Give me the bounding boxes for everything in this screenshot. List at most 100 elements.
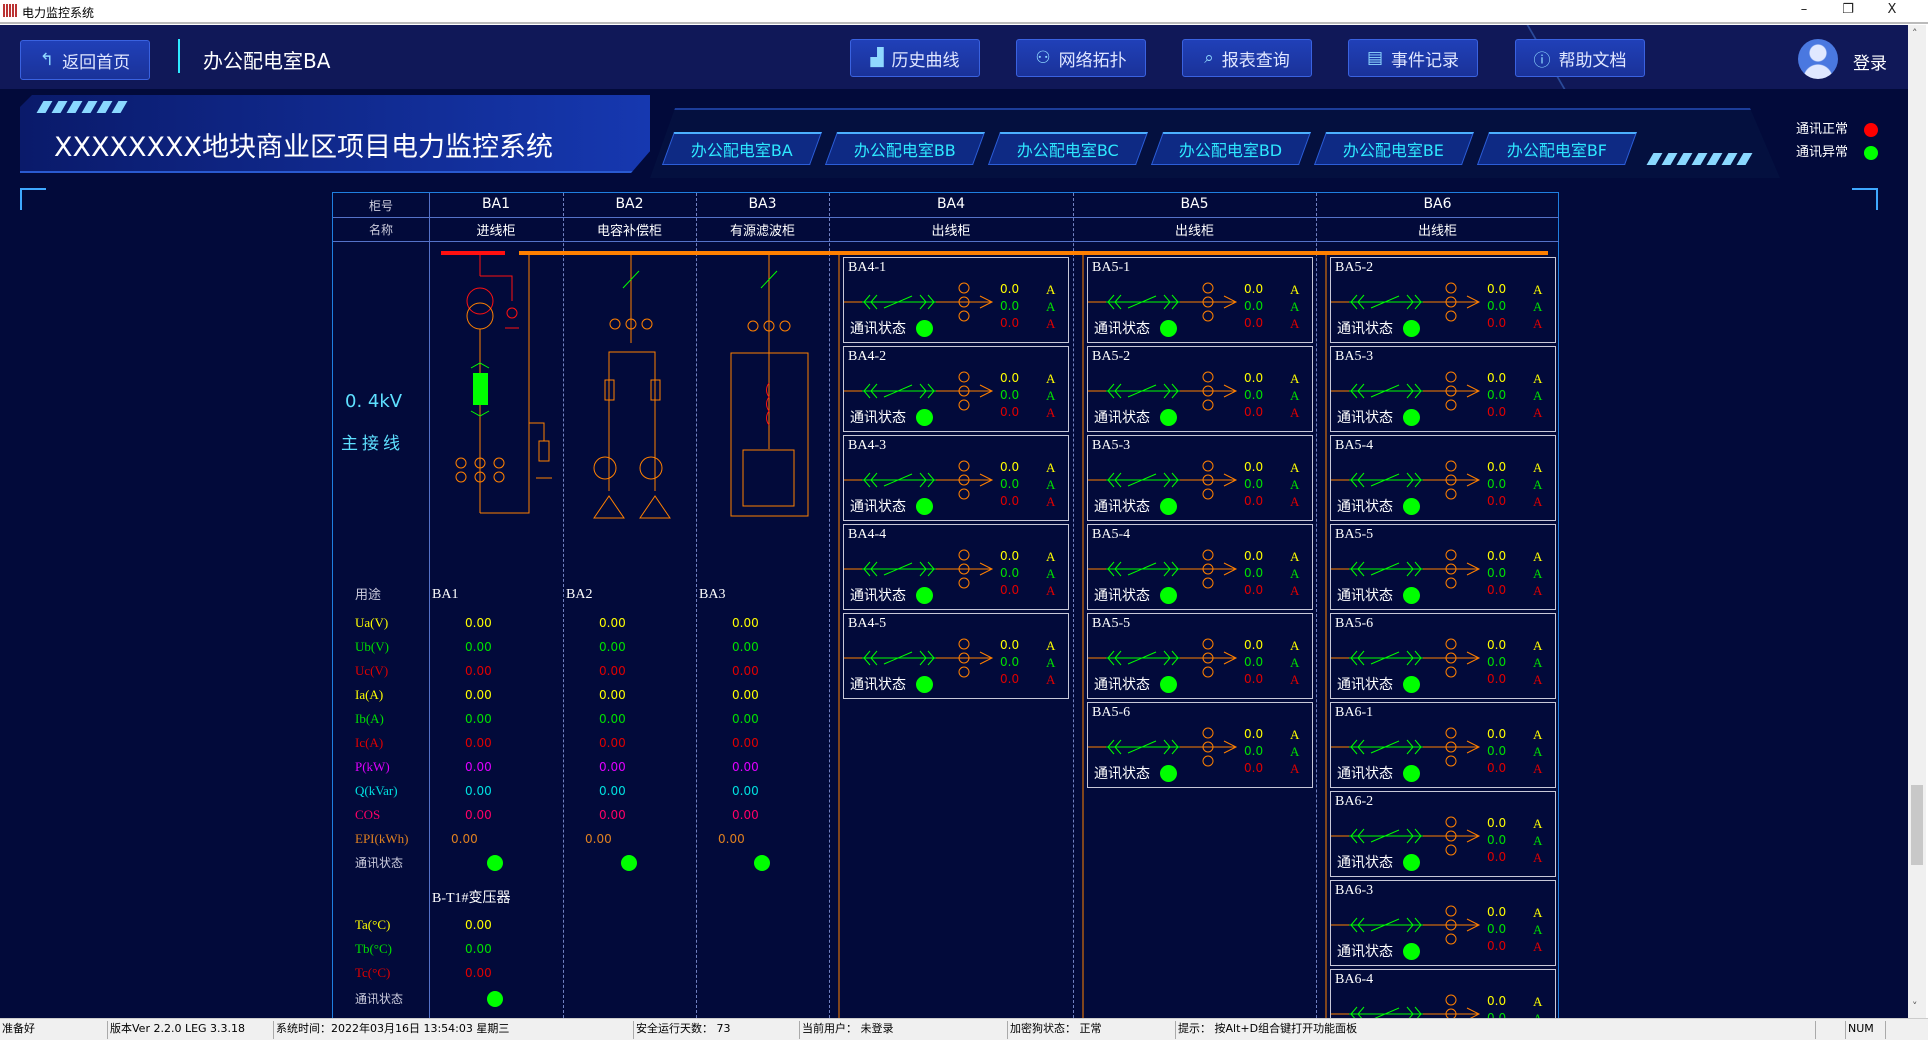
comm-status-dot-icon — [916, 587, 933, 604]
feeder-cell-BA5-2[interactable]: BA5-2 0.0 A 0.0 A 0.0 A 通讯状态 — [1087, 346, 1313, 432]
feeder-cell-BA6-2[interactable]: BA6-2 0.0 A 0.0 A 0.0 A 通讯状态 — [1330, 791, 1556, 877]
feeder-cell-BA5-4[interactable]: BA5-4 0.0 A 0.0 A 0.0 A 通讯状态 — [1087, 524, 1313, 610]
feeder-cell-BA5-6[interactable]: BA5-6 0.0 A 0.0 A 0.0 A 通讯状态 — [1087, 702, 1313, 788]
disconnect-icon — [1163, 650, 1171, 666]
status-safe-days: 安全运行天数： 73 — [634, 1021, 800, 1039]
ct-icon — [1202, 563, 1214, 575]
comm-status-label: 通讯状态 — [1337, 944, 1393, 960]
feeder-name: BA5-4 — [1092, 527, 1131, 542]
current-ia: 0.0 — [1487, 905, 1507, 919]
current-ic: 0.0 — [1000, 494, 1020, 508]
current-ia: 0.0 — [1487, 994, 1507, 1008]
feeder-cell-BA4-2[interactable]: BA4-2 0.0 A 0.0 A 0.0 A 通讯状态 — [843, 346, 1069, 432]
feeder-cell-BA6-1[interactable]: BA6-1 0.0 A 0.0 A 0.0 A 通讯状态 — [1330, 702, 1556, 788]
ct-icon — [1445, 563, 1457, 575]
tab-room-3[interactable]: 办公配电室BD — [1150, 132, 1312, 165]
feeder-cell-BA5-3[interactable]: BA5-3 0.0 A 0.0 A 0.0 A 通讯状态 — [1330, 346, 1556, 432]
feeder-cell-BA5-3[interactable]: BA5-3 0.0 A 0.0 A 0.0 A 通讯状态 — [1087, 435, 1313, 521]
current-ib: 0.0 — [1244, 655, 1264, 669]
ct-icon — [958, 371, 970, 383]
vertical-scrollbar[interactable]: ˄ ˅ — [1908, 25, 1926, 1018]
status-ready: 准备好 — [0, 1021, 108, 1039]
feeder-cell-BA5-2[interactable]: BA5-2 0.0 A 0.0 A 0.0 A 通讯状态 — [1330, 257, 1556, 343]
scroll-down-icon[interactable]: ˅ — [1912, 1000, 1918, 1013]
avatar-icon[interactable] — [1798, 39, 1838, 79]
fuse-icon — [650, 379, 661, 401]
disconnect-icon — [919, 472, 927, 488]
ct-icon — [641, 318, 653, 330]
minimize-button[interactable]: – — [1800, 2, 1808, 17]
restore-button[interactable]: ❐ — [1842, 2, 1854, 17]
tab-room-0[interactable]: 办公配电室BA — [661, 132, 823, 165]
tab-room-5[interactable]: 办公配电室BF — [1476, 132, 1638, 165]
feeder-name: BA5-5 — [1092, 616, 1131, 631]
ct-icon — [1445, 460, 1457, 472]
comm-status-label: 通讯状态 — [1337, 588, 1393, 604]
column-name: 出线柜 — [1174, 224, 1214, 239]
metric-value: 0.00 — [732, 712, 759, 726]
nav-button-4[interactable]: ⓘ 帮助文档 — [1515, 39, 1645, 77]
metric-value: 0.00 — [732, 808, 759, 822]
comm-status-label: 通讯状态 — [1337, 677, 1393, 693]
tab-room-1[interactable]: 办公配电室BB — [824, 132, 986, 165]
scroll-thumb[interactable] — [1911, 785, 1923, 865]
feeder-cell-BA5-6[interactable]: BA5-6 0.0 A 0.0 A 0.0 A 通讯状态 — [1330, 613, 1556, 699]
metric-label: Ub(V) — [355, 639, 389, 654]
feeder-cell-BA5-1[interactable]: BA5-1 0.0 A 0.0 A 0.0 A 通讯状态 — [1087, 257, 1313, 343]
ct-icon — [958, 282, 970, 294]
nav-button-3[interactable]: ▤ 事件记录 — [1348, 39, 1478, 77]
ct-icon — [1202, 727, 1214, 739]
feeder-cell-BA4-3[interactable]: BA4-3 0.0 A 0.0 A 0.0 A 通讯状态 — [843, 435, 1069, 521]
current-unit: A — [1533, 761, 1543, 776]
feeder-diagram — [1088, 727, 1238, 767]
current-unit: A — [1046, 583, 1056, 598]
current-ia: 0.0 — [1000, 460, 1020, 474]
close-button[interactable]: X — [1887, 2, 1897, 17]
disconnect-icon — [1357, 472, 1365, 488]
comm-status-dot-icon — [1403, 676, 1420, 693]
feeder-diagram — [1331, 549, 1481, 589]
feeder-cell-BA5-4[interactable]: BA5-4 0.0 A 0.0 A 0.0 A 通讯状态 — [1330, 435, 1556, 521]
nav-button-2[interactable]: ⌕ 报表查询 — [1182, 39, 1312, 77]
help-icon: ⓘ — [1533, 50, 1551, 71]
feeder-cell-BA4-5[interactable]: BA4-5 0.0 A 0.0 A 0.0 A 通讯状态 — [843, 613, 1069, 699]
nav-button-1[interactable]: ⚇ 网络拓扑 — [1016, 39, 1146, 77]
back-home-button[interactable]: ↰ 返回首页 — [20, 40, 150, 80]
feeder-name: BA6-1 — [1335, 705, 1374, 720]
feeder-cell-BA6-3[interactable]: BA6-3 0.0 A 0.0 A 0.0 A 通讯状态 — [1330, 880, 1556, 966]
tab-room-2[interactable]: 办公配电室BC — [987, 132, 1149, 165]
lamp-icon — [506, 307, 518, 319]
current-unit: A — [1046, 655, 1056, 670]
ct-icon — [1202, 741, 1214, 753]
feeder-cell-BA5-5[interactable]: BA5-5 0.0 A 0.0 A 0.0 A 通讯状态 — [1330, 524, 1556, 610]
disconnect-icon — [863, 472, 871, 488]
feeder-name: BA6-3 — [1335, 883, 1374, 898]
disconnect-icon — [1350, 561, 1358, 577]
feeder-cell-BA4-4[interactable]: BA4-4 0.0 A 0.0 A 0.0 A 通讯状态 — [843, 524, 1069, 610]
nav-button-0[interactable]: ▟ 历史曲线 — [850, 39, 980, 77]
outgoing-arrow-icon — [979, 473, 994, 487]
current-unit: A — [1046, 299, 1056, 314]
disconnect-icon — [1350, 828, 1358, 844]
current-ib: 0.0 — [1000, 299, 1020, 313]
feeder-cell-BA5-5[interactable]: BA5-5 0.0 A 0.0 A 0.0 A 通讯状态 — [1087, 613, 1313, 699]
comm-status-label: 通讯状态 — [1094, 766, 1150, 782]
feeder-diagram — [1088, 638, 1238, 678]
login-button[interactable]: 登录 — [1853, 54, 1887, 74]
disconnect-icon — [1107, 383, 1115, 399]
metric-value: 0.00 — [732, 616, 759, 630]
tab-room-4[interactable]: 办公配电室BE — [1313, 132, 1475, 165]
scroll-up-icon[interactable]: ˄ — [1912, 27, 1918, 40]
ct-icon — [958, 549, 970, 561]
transformer-icon — [466, 287, 494, 315]
diagram-label: 主接线 — [341, 434, 404, 454]
feeder-diagram — [844, 371, 994, 411]
metric-value: 0.00 — [465, 736, 492, 750]
comm-status-dot-icon — [1403, 320, 1420, 337]
comm-status-dot-icon — [916, 409, 933, 426]
disconnect-icon — [1107, 650, 1115, 666]
feeder-cell-BA4-1[interactable]: BA4-1 0.0 A 0.0 A 0.0 A 通讯状态 — [843, 257, 1069, 343]
breaker-icon — [1370, 740, 1400, 754]
current-ic: 0.0 — [1487, 405, 1507, 419]
